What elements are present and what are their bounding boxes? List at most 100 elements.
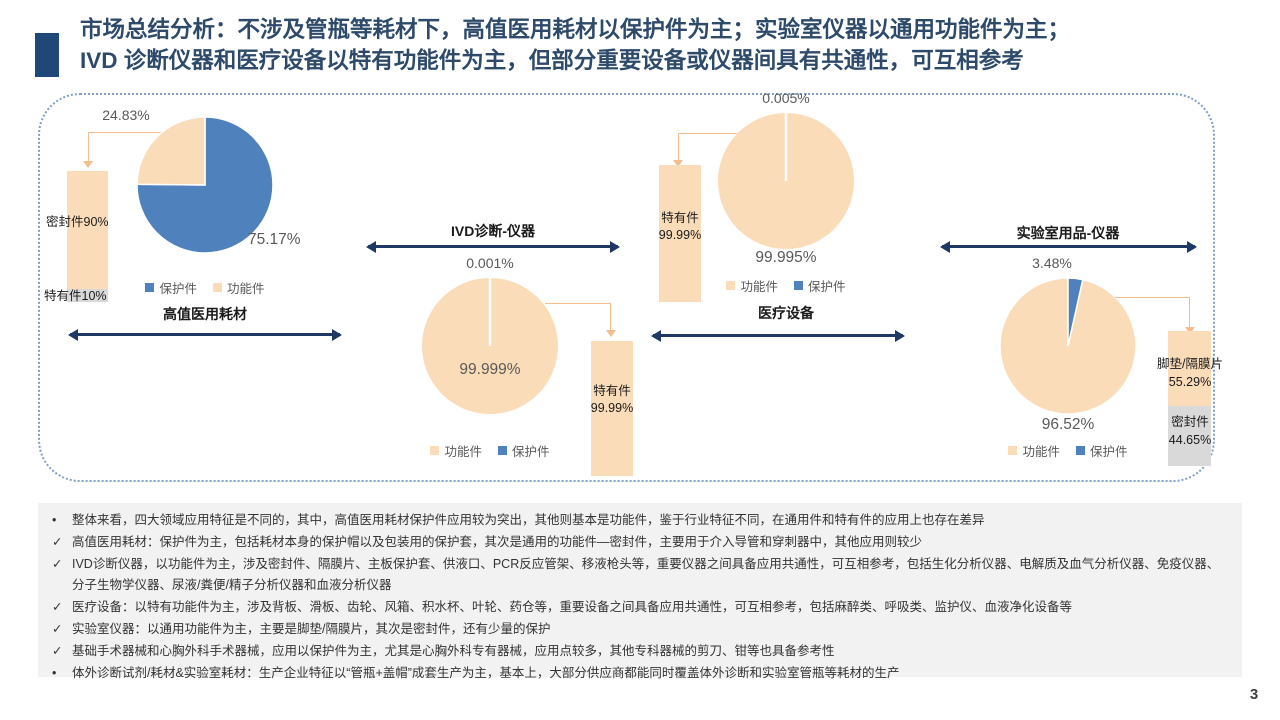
chart3-legend: 功能件 保护件 <box>686 276 886 295</box>
legend-swatch-blue-icon <box>498 446 507 455</box>
check-marker: ✓ <box>52 534 63 549</box>
chart2-minor-slice-label: 0.001% <box>466 255 514 271</box>
chart4-pie <box>999 277 1137 415</box>
chart2-bar-label-name: 特有件 <box>593 384 631 398</box>
chart3-callout-bar <box>659 165 701 302</box>
bullet-text: 高值医用耗材：保护件为主，包括耗材本身的保护帽以及包装用的保护套，其次是通用的功… <box>72 534 923 549</box>
page-number: 3 <box>1249 686 1259 703</box>
chart4-bar-label-pad: 脚垫/隔膜片 55.29% <box>1150 356 1230 391</box>
chart4-axis-title: 实验室用品-仪器 <box>1016 225 1120 241</box>
legend-swatch-peach-icon <box>1008 446 1018 455</box>
list-item: ✓ 高值医用耗材：保护件为主，包括耗材本身的保护帽以及包装用的保护套，其次是通用… <box>52 532 1227 554</box>
chart4-bar-label-seal-value: 44.65% <box>1168 432 1212 447</box>
chart1-legend-item-protective: 保护件 <box>145 278 197 297</box>
chart2-legend-label-protective: 保护件 <box>512 445 550 459</box>
chart3-double-arrow <box>651 329 905 342</box>
chart2-legend-item-protective: 保护件 <box>498 441 550 460</box>
chart1-legend: 保护件 功能件 <box>105 278 305 297</box>
charts-container-box <box>38 93 1215 482</box>
bullet-marker: • <box>52 513 57 527</box>
chart2-pie <box>422 278 558 414</box>
chart4-major-slice-label: 96.52% <box>1041 416 1095 433</box>
chart1-bar-label-seal: 密封件90% <box>46 215 109 229</box>
chart3-legend-label-protective: 保护件 <box>808 280 846 294</box>
chart4-bar-label-pad-value: 55.29% <box>1168 374 1212 389</box>
title-accent-square <box>35 33 59 77</box>
chart4-minor-slice-label: 3.48% <box>1032 255 1072 271</box>
page-title-line1: 市场总结分析：不涉及管瓶等耗材下，高值医用耗材以保护件为主；实验室仪器以通用功能… <box>80 17 1071 42</box>
legend-swatch-blue-icon <box>1076 446 1085 455</box>
chart2-bar-label-value: 99.99% <box>590 401 634 415</box>
legend-swatch-peach-icon <box>213 283 222 292</box>
list-item: ✓ 医疗设备：以特有功能件为主，涉及背板、滑板、齿轮、风箱、积水杯、叶轮、药仓等… <box>52 597 1227 619</box>
chart3-bar-label-name: 特有件 <box>661 211 699 225</box>
list-item: ✓ 实验室仪器：以通用功能件为主，主要是脚垫/隔膜片，其次是密封件，还有少量的保… <box>52 619 1227 641</box>
page-title: 市场总结分析：不涉及管瓶等耗材下，高值医用耗材以保护件为主；实验室仪器以通用功能… <box>80 14 1272 76</box>
chart2-callout-connector-arrow <box>545 303 616 337</box>
list-item: ✓ 基础手术器械和心胸外科手术器械，应用以保护件为主，尤其是心胸外科专有器械，应… <box>52 641 1227 663</box>
chart4-slice-protective <box>1067 277 1084 347</box>
bullet-text: 基础手术器械和心胸外科手术器械，应用以保护件为主，尤其是心胸外科专有器械，应用点… <box>72 643 835 658</box>
chart1-bar-seg-special <box>67 289 108 302</box>
chart4-bar-seg-pad <box>1168 331 1211 406</box>
chart1-bar-label-special: 特有件10% <box>44 289 107 303</box>
chart3-legend-item-protective: 保护件 <box>794 276 846 295</box>
chart1-major-slice-label: 75.17% <box>248 231 301 248</box>
chart1-legend-label-functional: 功能件 <box>227 282 265 296</box>
chart3-major-slice-label: 99.995% <box>755 249 817 266</box>
chart4-callout-bar <box>1168 331 1211 466</box>
chart1-pie <box>136 116 274 254</box>
chart2-legend-label-functional: 功能件 <box>444 445 482 459</box>
summary-bullet-list: • 整体来看，四大领域应用特征是不同的，其中，高值医用耗材保护件应用较为突出，其… <box>52 510 1227 684</box>
chart1-bar-seg-seal <box>67 171 108 289</box>
chart3-bar-label-value: 99.99% <box>658 228 702 242</box>
list-item: • 体外诊断试剂/耗材&实验室耗材：生产企业特征以“管瓶+盖帽”成套生产为主，基… <box>52 663 1227 685</box>
chart2-major-slice-label: 99.999% <box>459 361 521 378</box>
page-title-line2: IVD 诊断仪器和医疗设备以特有功能件为主，但部分重要设备或仪器间具有共通性，可… <box>80 48 1024 73</box>
check-marker: ✓ <box>52 600 63 615</box>
chart3-callout-connector-arrow <box>673 133 737 167</box>
chart2-bar-label: 特有件 99.99% <box>582 383 642 417</box>
chart1-callout-bar <box>67 171 108 302</box>
chart4-callout-connector-arrow <box>1115 297 1195 334</box>
chart4-bar-label-pad-name: 脚垫/隔膜片 <box>1157 357 1223 371</box>
chart3-legend-item-functional: 功能件 <box>726 276 778 295</box>
chart1-slice-functional <box>136 116 206 186</box>
chart4-legend: 功能件 保护件 <box>968 441 1168 460</box>
chart1-double-arrow <box>68 328 342 341</box>
chart4-legend-item-functional: 功能件 <box>1008 441 1060 460</box>
chart1-callout-connector-arrow <box>83 132 164 168</box>
chart3-axis-title: 医疗设备 <box>758 305 814 321</box>
chart4-legend-label-functional: 功能件 <box>1022 445 1060 459</box>
chart3-minor-slice-label: 0.005% <box>762 90 810 106</box>
chart2-legend-item-functional: 功能件 <box>430 441 482 460</box>
chart3-pie <box>718 113 854 249</box>
list-item: ✓ IVD诊断仪器，以功能件为主，涉及密封件、隔膜片、主板保护套、供液口、PCR… <box>52 554 1227 598</box>
check-marker: ✓ <box>52 643 63 658</box>
check-marker: ✓ <box>52 556 63 571</box>
bullet-text: IVD诊断仪器，以功能件为主，涉及密封件、隔膜片、主板保护套、供液口、PCR反应… <box>72 556 1220 593</box>
chart4-legend-label-protective: 保护件 <box>1090 445 1128 459</box>
bullet-marker: • <box>52 665 57 680</box>
chart1-axis-title: 高值医用耗材 <box>163 306 247 322</box>
legend-swatch-blue-icon <box>794 281 803 290</box>
chart4-legend-item-protective: 保护件 <box>1076 441 1128 460</box>
chart1-minor-slice-label: 24.83% <box>102 107 150 123</box>
bullet-text: 体外诊断试剂/耗材&实验室耗材：生产企业特征以“管瓶+盖帽”成套生产为主，基本上… <box>72 665 900 680</box>
chart4-double-arrow <box>940 240 1197 253</box>
chart4-bar-label-seal-name: 密封件 <box>1171 415 1209 429</box>
chart4-bar-label-seal: 密封件 44.65% <box>1150 414 1230 449</box>
chart3-bar-label: 特有件 99.99% <box>650 210 710 244</box>
chart2-legend: 功能件 保护件 <box>390 441 590 460</box>
legend-swatch-blue-icon <box>145 283 155 292</box>
legend-swatch-peach-icon <box>430 446 440 455</box>
summary-notes-panel: • 整体来看，四大领域应用特征是不同的，其中，高值医用耗材保护件应用较为突出，其… <box>38 503 1242 680</box>
list-item: • 整体来看，四大领域应用特征是不同的，其中，高值医用耗材保护件应用较为突出，其… <box>52 510 1227 532</box>
chart2-double-arrow <box>366 240 620 253</box>
chart2-callout-bar <box>591 341 633 476</box>
bullet-text: 实验室仪器：以通用功能件为主，主要是脚垫/隔膜片，其次是密封件，还有少量的保护 <box>72 621 551 636</box>
bullet-text: 整体来看，四大领域应用特征是不同的，其中，高值医用耗材保护件应用较为突出，其他则… <box>72 513 985 527</box>
check-marker: ✓ <box>52 621 63 636</box>
chart1-legend-label-protective: 保护件 <box>159 282 197 296</box>
legend-swatch-peach-icon <box>726 281 736 290</box>
